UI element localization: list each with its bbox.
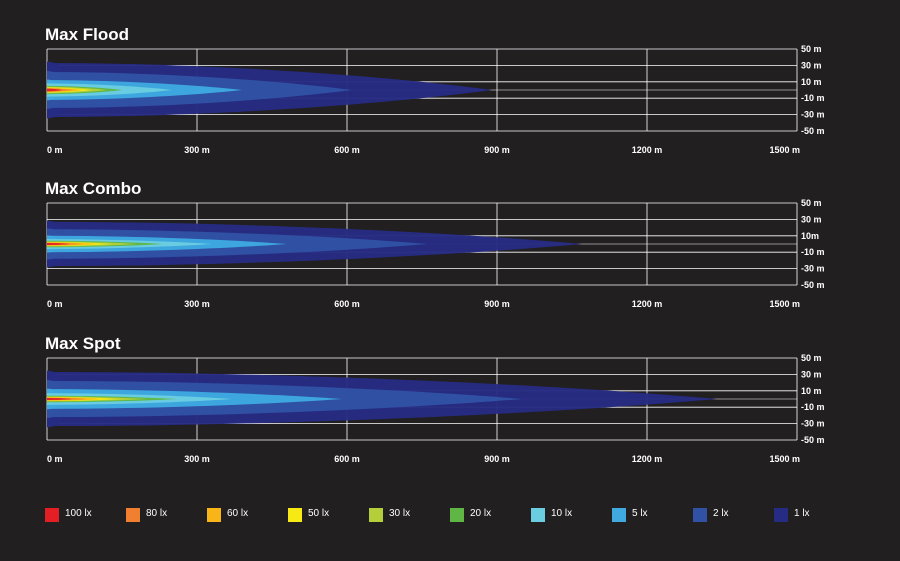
legend-swatch: [369, 508, 383, 522]
x-tick-label: 600 m: [334, 299, 360, 309]
chart-title: Max Spot: [45, 334, 121, 353]
y-tick-label: -10 m: [801, 247, 825, 257]
beam-contour-100-lx: [47, 398, 72, 400]
legend-label: 1 lx: [794, 508, 810, 519]
y-tick-label: -50 m: [801, 435, 825, 445]
x-tick-label: 0 m: [47, 299, 63, 309]
legend-swatch: [288, 508, 302, 522]
x-tick-label: 1500 m: [769, 454, 800, 464]
x-tick-label: 1500 m: [769, 145, 800, 155]
x-tick-label: 0 m: [47, 454, 63, 464]
legend-swatch: [450, 508, 464, 522]
x-tick-label: 900 m: [484, 454, 510, 464]
y-tick-label: 30 m: [801, 60, 822, 70]
y-tick-label: -50 m: [801, 126, 825, 136]
y-tick-label: -10 m: [801, 402, 825, 412]
x-tick-label: 1200 m: [632, 299, 663, 309]
legend-label: 80 lx: [146, 508, 168, 519]
y-tick-label: -30 m: [801, 264, 825, 274]
legend-swatch: [126, 508, 140, 522]
x-tick-label: 1500 m: [769, 299, 800, 309]
beam-contour-100-lx: [47, 243, 70, 245]
legend-label: 10 lx: [551, 508, 573, 519]
x-tick-label: 600 m: [334, 454, 360, 464]
beam-chart-spot: 0 m 300 m 600 m 900 m 1200 m 1500 m 50 m 30 m 10…: [46, 353, 825, 464]
x-tick-label: 900 m: [484, 299, 510, 309]
x-tick-label: 300 m: [184, 454, 210, 464]
y-tick-label: -50 m: [801, 280, 825, 290]
legend-label: 50 lx: [308, 508, 330, 519]
beam-contour-100-lx: [47, 88, 62, 92]
legend-label: 60 lx: [227, 508, 249, 519]
legend-label: 30 lx: [389, 508, 411, 519]
y-tick-label: -30 m: [801, 110, 825, 120]
legend-label: 5 lx: [632, 508, 648, 519]
legend-swatch: [612, 508, 626, 522]
x-tick-label: 300 m: [184, 145, 210, 155]
legend-label: 2 lx: [713, 508, 729, 519]
y-tick-label: 10 m: [801, 386, 822, 396]
legend: 100 lx 80 lx 60 lx 50 lx 30 lx 20 lx 10 …: [45, 507, 875, 523]
legend-label: 20 lx: [470, 508, 492, 519]
beam-chart-flood: 0 m 300 m 600 m 900 m 1200 m 1500 m 50 m 30 m 10…: [46, 44, 825, 155]
x-tick-label: 0 m: [47, 145, 63, 155]
y-tick-label: -10 m: [801, 93, 825, 103]
x-tick-label: 900 m: [484, 145, 510, 155]
legend-swatch: [774, 508, 788, 522]
x-tick-label: 1200 m: [632, 454, 663, 464]
legend-swatch: [207, 508, 221, 522]
legend-swatch: [45, 508, 59, 522]
beam-chart-combo: 0 m 300 m 600 m 900 m 1200 m 1500 m 50 m 30 m 10…: [46, 198, 825, 309]
chart-title: Max Combo: [45, 179, 142, 198]
y-tick-label: 50 m: [801, 44, 822, 54]
legend-swatch: [693, 508, 707, 522]
legend-label: 100 lx: [65, 508, 92, 519]
chart-title: Max Flood: [45, 25, 130, 44]
y-tick-label: 50 m: [801, 353, 822, 363]
y-tick-label: 10 m: [801, 77, 822, 87]
x-tick-label: 600 m: [334, 145, 360, 155]
y-tick-label: 50 m: [801, 198, 822, 208]
y-tick-label: 30 m: [801, 214, 822, 224]
x-tick-label: 1200 m: [632, 145, 663, 155]
x-tick-label: 300 m: [184, 299, 210, 309]
y-tick-label: 10m: [801, 231, 819, 241]
y-tick-label: -30 m: [801, 419, 825, 429]
y-tick-label: 30 m: [801, 369, 822, 379]
legend-swatch: [531, 508, 545, 522]
